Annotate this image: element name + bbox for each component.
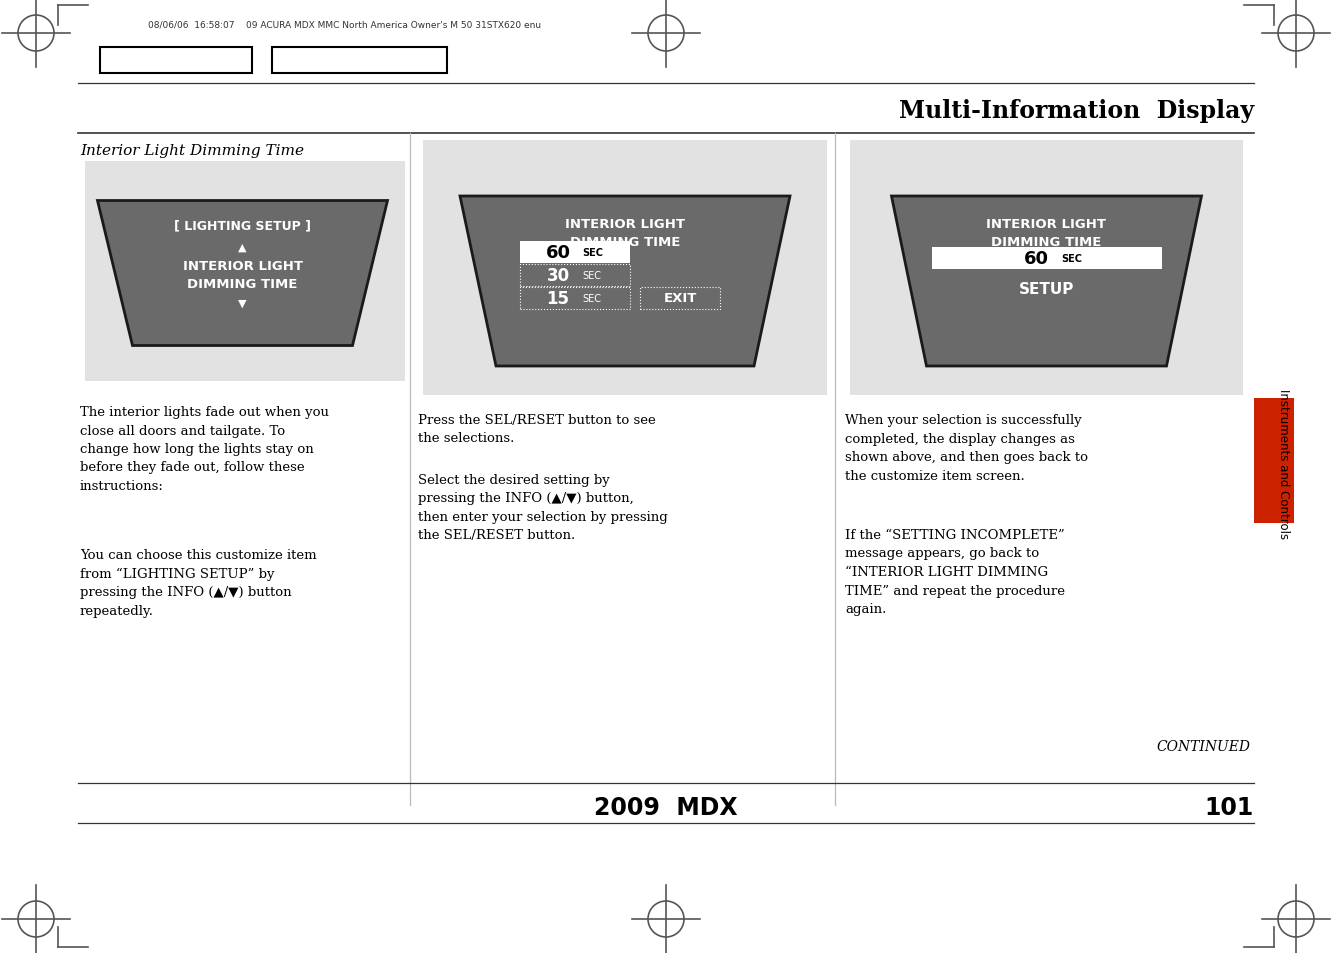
Text: 60: 60	[546, 244, 570, 262]
Polygon shape	[97, 201, 388, 346]
Bar	[519, 265, 630, 287]
Bar	[931, 248, 1162, 270]
Text: You can choose this customize item
from “LIGHTING SETUP” by
pressing the INFO (▲: You can choose this customize item from …	[80, 548, 317, 618]
Text: The interior lights fade out when you
close all doors and tailgate. To
change ho: The interior lights fade out when you cl…	[80, 406, 329, 493]
Bar	[519, 288, 630, 310]
Text: Press the SEL/RESET button to see
the selections.: Press the SEL/RESET button to see the se…	[418, 414, 655, 445]
Text: 15: 15	[546, 290, 570, 308]
Text: ▲: ▲	[238, 243, 246, 253]
Text: If the “SETTING INCOMPLETE”
message appears, go back to
“INTERIOR LIGHT DIMMING
: If the “SETTING INCOMPLETE” message appe…	[844, 529, 1066, 616]
Text: CONTINUED: CONTINUED	[1156, 740, 1249, 753]
Text: 2009  MDX: 2009 MDX	[594, 795, 738, 820]
Text: Multi-Information  Display: Multi-Information Display	[899, 99, 1253, 123]
Text: INTERIOR LIGHT: INTERIOR LIGHT	[565, 218, 685, 232]
Text: SEC: SEC	[582, 248, 603, 257]
Text: INTERIOR LIGHT: INTERIOR LIGHT	[987, 218, 1107, 232]
Text: Instruments and Controls: Instruments and Controls	[1276, 389, 1289, 538]
Bar	[639, 288, 721, 310]
Text: 30: 30	[546, 267, 570, 285]
Bar	[1253, 398, 1293, 523]
Bar	[424, 141, 827, 395]
Text: EXIT: EXIT	[663, 293, 697, 305]
Text: SETUP: SETUP	[1019, 282, 1074, 297]
Text: DIMMING TIME: DIMMING TIME	[570, 235, 681, 248]
Text: SEC: SEC	[582, 294, 601, 304]
Bar	[272, 48, 448, 74]
Text: SEC: SEC	[582, 271, 601, 281]
Text: Select the desired setting by
pressing the INFO (▲/▼) button,
then enter your se: Select the desired setting by pressing t…	[418, 474, 667, 542]
Bar	[85, 162, 405, 381]
Text: 08/06/06  16:58:07    09 ACURA MDX MMC North America Owner's M 50 31STX620 enu: 08/06/06 16:58:07 09 ACURA MDX MMC North…	[148, 20, 541, 29]
Text: Interior Light Dimming Time: Interior Light Dimming Time	[80, 144, 304, 158]
Bar	[519, 242, 630, 264]
Bar	[850, 141, 1243, 395]
Polygon shape	[891, 196, 1201, 367]
Polygon shape	[460, 196, 790, 367]
Text: When your selection is successfully
completed, the display changes as
shown abov: When your selection is successfully comp…	[844, 414, 1088, 482]
Text: SEC: SEC	[1062, 253, 1083, 264]
Bar	[100, 48, 252, 74]
Text: DIMMING TIME: DIMMING TIME	[188, 277, 297, 291]
Text: ▼: ▼	[238, 298, 246, 309]
Text: 60: 60	[1024, 250, 1050, 268]
Text: [ LIGHTING SETUP ]: [ LIGHTING SETUP ]	[174, 219, 310, 233]
Text: DIMMING TIME: DIMMING TIME	[991, 235, 1102, 248]
Text: 101: 101	[1204, 795, 1253, 820]
Text: INTERIOR LIGHT: INTERIOR LIGHT	[182, 259, 302, 273]
